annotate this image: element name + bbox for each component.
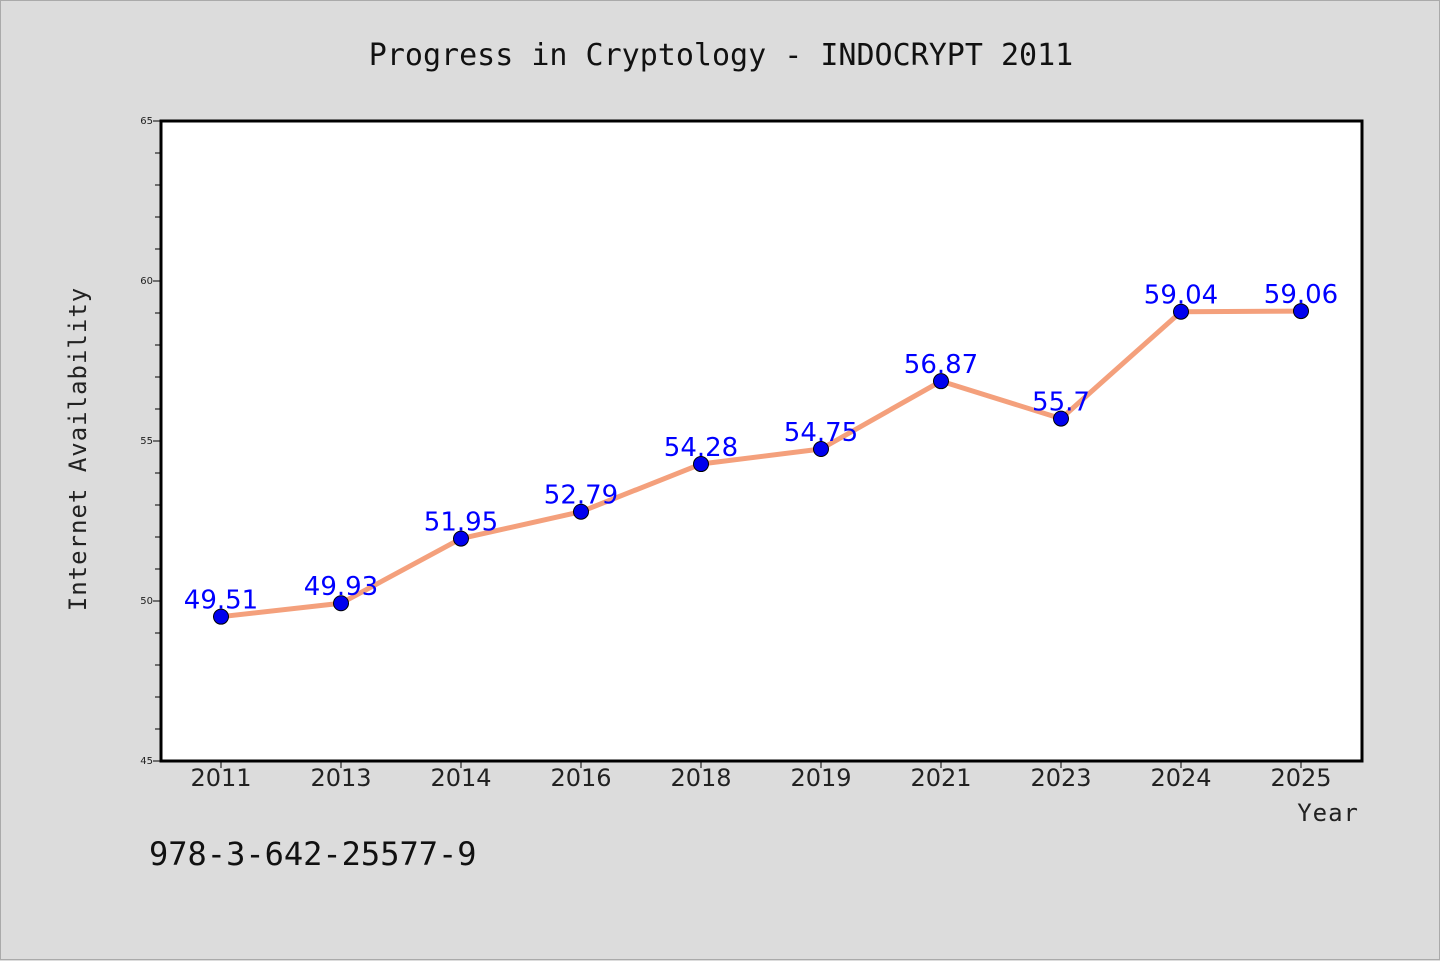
y-tick-label: 55: [140, 436, 153, 447]
x-tick-label: 2014: [430, 764, 491, 792]
y-axis: 45 50 55 60 65: [140, 116, 161, 767]
data-label: 51.95: [424, 508, 498, 538]
data-point: [453, 530, 469, 547]
x-tick-label: 2018: [670, 764, 731, 792]
y-tick-label: 45: [140, 756, 153, 767]
series-line: [218, 308, 1304, 620]
x-tick-label: 2011: [190, 764, 251, 792]
x-tick-label: 2021: [910, 764, 971, 792]
chart-title: Progress in Cryptology - INDOCRYPT 2011: [369, 38, 1073, 73]
x-tick-label: 2025: [1270, 764, 1331, 792]
x-tick-label: 2023: [1030, 764, 1091, 792]
plot-area: [159, 119, 1364, 763]
x-axis-label: Year: [1297, 799, 1359, 827]
series-group: 49.51 49.93 51.95 52.79 54.28 54.75 56.87 55.7 5…: [184, 280, 1338, 625]
data-point: [213, 608, 229, 625]
x-tick-label: 2019: [790, 764, 851, 792]
y-tick-label: 60: [140, 276, 153, 287]
y-tick-label: 65: [140, 116, 153, 127]
data-point: [1293, 303, 1309, 320]
x-axis: 2011 2013 2014 2016 2018 2019 2021 2023 2024 2025: [190, 761, 1332, 792]
data-point: [813, 441, 829, 457]
data-label: 54.28: [664, 433, 738, 463]
data-label: 49.93: [304, 572, 378, 602]
x-tick-label: 2016: [550, 764, 611, 792]
data-point: [573, 503, 589, 520]
x-tick-label: 2024: [1150, 764, 1211, 792]
data-point: [333, 595, 349, 612]
data-label: 59.06: [1264, 280, 1338, 310]
isbn-text: 978-3-642-25577-9: [149, 835, 477, 873]
data-point: [1053, 410, 1069, 427]
data-label: 54.75: [784, 418, 858, 448]
data-label: 55.7: [1032, 388, 1090, 418]
data-point: [933, 373, 949, 390]
data-label: 56.87: [904, 350, 978, 380]
data-label: 49.51: [184, 586, 258, 616]
y-tick-label: 50: [140, 596, 153, 607]
data-point: [1173, 303, 1189, 320]
x-tick-label: 2013: [310, 764, 371, 792]
data-label: 59.04: [1144, 281, 1218, 311]
data-point: [693, 456, 709, 473]
data-label: 52.79: [544, 481, 618, 511]
y-axis-label: Internet Availability: [64, 287, 92, 611]
